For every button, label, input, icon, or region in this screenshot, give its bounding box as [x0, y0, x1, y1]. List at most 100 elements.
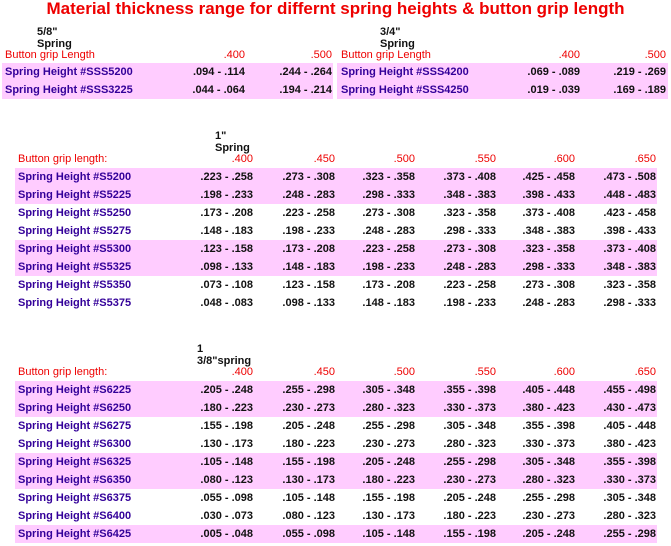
thickness-range: .105 - .148: [362, 528, 415, 540]
spring-height-label: Spring Height #S5375: [18, 297, 132, 309]
thickness-range: .223 - .258: [362, 243, 415, 255]
thickness-range: .330 - .373: [603, 474, 656, 486]
column-header: .650: [634, 153, 656, 165]
table-row: Spring Height #SSS4250 .019 - .039 .169 - …: [337, 81, 668, 99]
spring-height-label: Spring Height #S5300: [18, 243, 132, 255]
thickness-range: .248 - .283: [443, 261, 496, 273]
table-row: Spring Height #S5225 .198 - .233 .248 - .2…: [15, 186, 657, 204]
thickness-range: .298 - .333: [603, 297, 656, 309]
thickness-range: .355 - .398: [603, 456, 656, 468]
table-row: Spring Height #SSS4200 .069 - .089 .219 - …: [337, 63, 668, 81]
spring-height-label: Spring Height #S6325: [18, 456, 132, 468]
thickness-range: .098 - .133: [200, 261, 253, 273]
thickness-range: .373 - .408: [522, 207, 575, 219]
thickness-range: .223 - .258: [443, 279, 496, 291]
table-row: Spring Height #S5325 .098 - .133 .148 - .1…: [15, 258, 657, 276]
thickness-range: .205 - .248: [443, 492, 496, 504]
thickness-range: .155 - .198: [362, 492, 415, 504]
spring-height-label: Spring Height #S5275: [18, 225, 132, 237]
thickness-range: .180 - .223: [200, 402, 253, 414]
thickness-range: .305 - .348: [603, 492, 656, 504]
thickness-range: .155 - .198: [443, 528, 496, 540]
thickness-range: .373 - .408: [443, 171, 496, 183]
thickness-range: .280 - .323: [443, 438, 496, 450]
table-row: Spring Height #S6300 .130 - .173 .180 - .2…: [15, 435, 657, 453]
thickness-range: .198 - .233: [282, 225, 335, 237]
thickness-range: .398 - .433: [603, 225, 656, 237]
column-header: .500: [393, 366, 415, 378]
thickness-range: .219 - .269: [613, 66, 666, 78]
thickness-range: .355 - .398: [443, 384, 496, 396]
thickness-range: .405 - .448: [522, 384, 575, 396]
header-row: Button grip length: .400 .450 .500 .550 .600.…: [15, 150, 657, 168]
thickness-range: .205 - .248: [282, 420, 335, 432]
column-header: .400: [223, 49, 245, 61]
thickness-range: .105 - .148: [282, 492, 335, 504]
table-row: Spring Height #S5275 .148 - .183 .198 - .2…: [15, 222, 657, 240]
spring-height-label: Spring Height #S6400: [18, 510, 132, 522]
thickness-range: .055 - .098: [200, 492, 253, 504]
thickness-range: .248 - .283: [362, 225, 415, 237]
spring-height-label: Spring Height #S5225: [18, 189, 132, 201]
thickness-range: .130 - .173: [362, 510, 415, 522]
thickness-range: .330 - .373: [443, 402, 496, 414]
thickness-range: .323 - .358: [362, 171, 415, 183]
thickness-range: .230 - .273: [362, 438, 415, 450]
thickness-range: .194 - .214: [279, 84, 332, 96]
spring-height-label: Spring Height #SSS4200: [341, 66, 469, 78]
spring-height-label: Spring Height #S6300: [18, 438, 132, 450]
thickness-range: .423 - .458: [603, 207, 656, 219]
thickness-range: .180 - .223: [282, 438, 335, 450]
thickness-range: .255 - .298: [443, 456, 496, 468]
table-row: Spring Height #S6425 .005 - .048 .055 - .0…: [15, 525, 657, 543]
thickness-range: .173 - .208: [362, 279, 415, 291]
thickness-range: .298 - .333: [522, 261, 575, 273]
spring-height-label: Spring Height #SSS4250: [341, 84, 469, 96]
header-label: Button grip Length: [341, 49, 431, 61]
thickness-range: .425 - .458: [522, 171, 575, 183]
table-row: Spring Height #S5375 .048 - .083 .098 - .1…: [15, 294, 657, 312]
thickness-range: .323 - .358: [522, 243, 575, 255]
thickness-range: .098 - .133: [282, 297, 335, 309]
thickness-range: .148 - .183: [362, 297, 415, 309]
thickness-range: .255 - .298: [603, 528, 656, 540]
thickness-range: .280 - .323: [522, 474, 575, 486]
thickness-range: .330 - .373: [522, 438, 575, 450]
thickness-range: .019 - .039: [527, 84, 580, 96]
column-header: .450: [313, 366, 335, 378]
thickness-range: .169 - .189: [613, 84, 666, 96]
column-header: .500: [393, 153, 415, 165]
thickness-range: .080 - .123: [200, 474, 253, 486]
header-label: Button grip length:: [18, 153, 108, 165]
table-row: Spring Height #S5350 .073 - .108 .123 - .1…: [15, 276, 657, 294]
table-row: Spring Height #S6375 .055 - .098 .105 - .1…: [15, 489, 657, 507]
spring-height-label: Spring Height #S6275: [18, 420, 132, 432]
spring-height-label: Spring Height #S6350: [18, 474, 132, 486]
thickness-range: .405 - .448: [603, 420, 656, 432]
thickness-range: .094 - .114: [193, 66, 245, 78]
table-row: Spring Height #S6325 .105 - .148 .155 - .1…: [15, 453, 657, 471]
thickness-range: .005 - .048: [200, 528, 253, 540]
thickness-range: .298 - .333: [362, 189, 415, 201]
thickness-range: .223 - .258: [282, 207, 335, 219]
thickness-range: .273 - .308: [522, 279, 575, 291]
table-row: Spring Height #S5300 .123 - .158 .173 - .2…: [15, 240, 657, 258]
section-title: 3/4" Spring: [380, 26, 415, 50]
spring-height-label: Spring Height #S6375: [18, 492, 132, 504]
column-header: .400: [231, 366, 253, 378]
thickness-range: .130 - .173: [282, 474, 335, 486]
thickness-range: .373 - .408: [603, 243, 656, 255]
column-header: .550: [474, 366, 496, 378]
spring-height-label: Spring Height #S5350: [18, 279, 132, 291]
thickness-range: .230 - .273: [282, 402, 335, 414]
thickness-range: .105 - .148: [200, 456, 253, 468]
thickness-range: .398 - .433: [522, 189, 575, 201]
table-row: Spring Height #S6400 .030 - .073 .080 - .1…: [15, 507, 657, 525]
thickness-range: .455 - .498: [603, 384, 656, 396]
column-header: .400: [231, 153, 253, 165]
thickness-range: .205 - .248: [362, 456, 415, 468]
thickness-range: .273 - .308: [443, 243, 496, 255]
thickness-range: .198 - .233: [443, 297, 496, 309]
thickness-range: .223 - .258: [200, 171, 253, 183]
thickness-range: .030 - .073: [200, 510, 253, 522]
